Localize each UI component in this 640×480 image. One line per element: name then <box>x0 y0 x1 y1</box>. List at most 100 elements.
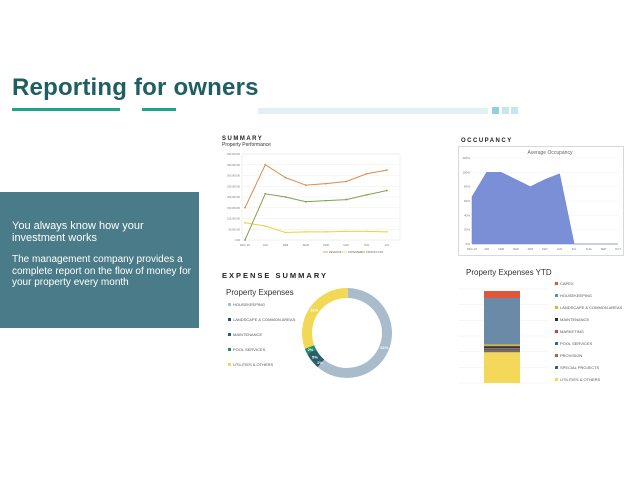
legend-item: CAPEX <box>555 281 574 286</box>
legend-item: POOL SERVICES <box>228 347 265 352</box>
series-line-profit-loss <box>244 190 387 241</box>
y-tick-label: 40% <box>464 213 470 217</box>
bar-segment <box>484 351 520 353</box>
donut-label: 1% <box>317 360 323 365</box>
legend-item: PROVISION <box>555 353 582 358</box>
legend-label: CAPEX <box>560 281 574 286</box>
bar-segment <box>484 348 520 351</box>
y-tick-label: 300,000.00 <box>227 174 241 178</box>
y-tick-label: 120% <box>462 156 470 160</box>
ytd-chart <box>458 288 548 384</box>
legend-item: LANDSCAPE & COMMON AREAS <box>555 305 622 310</box>
ytd-legend: CAPEX HOUSEKEEPING LANDSCAPE & COMMON AREA… <box>555 281 637 386</box>
bar-segment <box>484 291 520 299</box>
legend-item: HOUSEKEEPING <box>555 293 592 298</box>
legend-item: MARKETING <box>555 329 584 334</box>
bar-segment <box>484 352 520 383</box>
data-point <box>244 206 246 209</box>
y-tick-label: 400,000.00 <box>227 152 241 156</box>
y-tick-label: 250,000.00 <box>227 184 241 188</box>
data-point <box>365 230 368 233</box>
x-tick-label: JUL <box>572 247 577 251</box>
data-point <box>385 169 388 172</box>
occupancy-chart-title: Average Occupancy <box>528 150 573 156</box>
summary-section-title: SUMMARY <box>222 136 264 142</box>
decorative-square <box>492 107 499 114</box>
x-tick-label: SEP <box>601 247 607 251</box>
data-point <box>284 176 287 179</box>
y-tick-label: 100,000.00 <box>227 217 241 221</box>
occupancy-section-title: OCCUPANCY <box>461 138 513 144</box>
x-tick-label: APR <box>323 243 329 247</box>
donut-slice <box>307 349 323 366</box>
page-title: Reporting for owners <box>12 74 259 101</box>
legend-item: SPECIAL PROJECTS <box>555 365 599 370</box>
y-tick-label: 80% <box>464 185 470 189</box>
legend-item: UTILITIES & OTHERS <box>555 377 600 382</box>
bar-segment <box>484 344 520 347</box>
data-point <box>365 193 368 196</box>
panel-body: The management company provides a comple… <box>12 254 191 288</box>
donut-label: 2% <box>308 347 314 352</box>
x-tick-label: MAR <box>513 247 519 251</box>
legend-label: EXPENSES <box>348 250 362 254</box>
data-point <box>264 225 267 227</box>
data-point <box>244 239 246 241</box>
donut-label: 31% <box>310 307 318 312</box>
legend-label: LANDSCAPE & COMMON AREAS <box>560 305 623 310</box>
data-point <box>325 182 327 185</box>
data-point <box>264 163 267 166</box>
series-line-revenue <box>244 164 387 208</box>
y-tick-label: 0% <box>466 242 471 246</box>
donut-slice <box>302 288 348 349</box>
legend-swatch <box>555 342 558 345</box>
x-tick-label: OCT <box>615 247 621 251</box>
info-panel: You always know how your investment work… <box>0 192 199 328</box>
data-point <box>345 230 348 233</box>
expense-donut: 61% 31% 5%1% 2% <box>302 288 392 378</box>
y-tick-label: 0.00 <box>235 238 241 242</box>
legend-swatch <box>555 354 558 357</box>
summary-chart-title: Property Performance <box>222 142 271 148</box>
bar-segment <box>484 298 520 345</box>
legend-swatch <box>555 378 558 381</box>
data-point <box>244 221 246 224</box>
decorative-square <box>511 107 518 114</box>
data-point <box>284 196 287 198</box>
expense-chart-title: Property Expenses <box>226 288 294 297</box>
data-point <box>365 172 368 175</box>
legend-swatch <box>555 306 558 309</box>
x-tick-label: MAR <box>303 243 309 247</box>
x-tick-label: JUL <box>384 243 389 247</box>
series-line-expenses <box>244 222 387 233</box>
data-point <box>264 192 267 195</box>
legend-label: SPECIAL PROJECTS <box>560 365 600 370</box>
y-tick-label: 100% <box>462 170 470 174</box>
legend-item: POOL SERVICES <box>555 341 592 346</box>
bar-segment <box>484 347 520 349</box>
donut-label: 5% <box>312 354 318 359</box>
data-point <box>325 199 327 202</box>
bar-segment <box>484 350 520 352</box>
x-tick-label: FEB <box>283 243 289 247</box>
legend-swatch <box>555 282 558 285</box>
legend-item: LANDSCAPE & COMMON AREAS <box>228 317 298 322</box>
x-tick-label: MAY <box>542 247 548 251</box>
legend-label: PROVISION <box>560 353 583 358</box>
ytd-chart-title: Property Expenses YTD <box>466 268 552 277</box>
legend-label: UTILITIES & OTHERS <box>560 377 601 382</box>
legend-label: REVENUE <box>329 250 342 254</box>
legend-swatch <box>555 330 558 333</box>
legend-item: HOUSEKEEPING <box>228 302 265 307</box>
data-point <box>304 184 307 187</box>
x-tick-label: JUN <box>557 247 562 251</box>
legend-label: PROFIT/LOSS <box>366 250 383 254</box>
legend-item: UTILITIES & OTHERS <box>228 362 273 367</box>
x-tick-label: AUG <box>586 247 592 251</box>
x-tick-label: APR <box>528 247 534 251</box>
x-tick-label: DEC-15 <box>240 243 250 247</box>
x-tick-label: JAN <box>484 247 489 251</box>
x-tick-label: DEC-15 <box>467 247 477 251</box>
performance-chart: 400,000.00 350,000.00 300,000.00 250,000.00… <box>227 152 401 254</box>
data-point <box>345 198 348 201</box>
